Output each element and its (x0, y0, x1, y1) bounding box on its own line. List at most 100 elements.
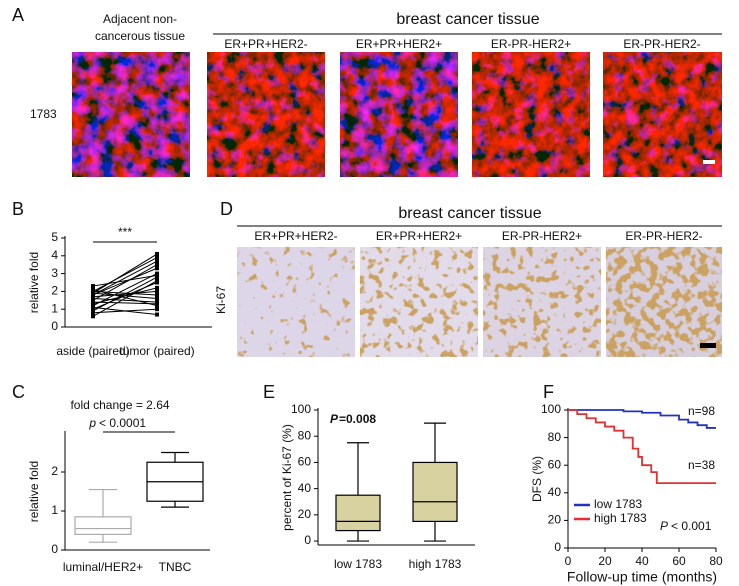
y-tick-label: 3 (51, 266, 58, 280)
annotation: P (660, 519, 668, 533)
fluorescence-image (340, 52, 458, 177)
panel-letter: C (12, 382, 25, 402)
ihc-stain (483, 247, 601, 357)
legend-label: low 1783 (594, 497, 642, 511)
scale-bar (700, 343, 716, 348)
x-tick-label: luminal/HER2+ (63, 560, 143, 574)
point (155, 312, 159, 317)
pair-line (92, 289, 158, 307)
x-tick-label: high 1783 (409, 557, 462, 571)
fluorescence-image (207, 52, 325, 177)
ihc-stain (360, 247, 478, 357)
x-tick-label: 60 (672, 554, 686, 568)
subtype-label: ER-PR-HER2- (623, 37, 700, 51)
y-tick-label: 40 (548, 485, 562, 499)
x-tick-label: aside (paired) (56, 344, 129, 358)
annotation: P (330, 412, 339, 426)
pair-line (92, 257, 158, 292)
annotation: < 0.001 (671, 519, 712, 533)
y-tick-label: 60 (298, 455, 312, 469)
point (91, 287, 95, 292)
x-tick-label: 0 (565, 554, 572, 568)
panel-letter: E (263, 382, 275, 402)
point (91, 314, 95, 319)
legend-label: high 1783 (594, 511, 647, 525)
y-axis-label: relative fold (27, 252, 41, 313)
point (91, 292, 95, 297)
annotation: < 0.0001 (99, 416, 146, 430)
point (155, 280, 159, 285)
y-tick-label: 4 (51, 248, 58, 262)
control-label: cancerous tissue (95, 29, 185, 43)
pair-line (92, 267, 158, 296)
y-tick-label: 40 (298, 481, 312, 495)
point (155, 259, 159, 264)
point (155, 266, 159, 271)
pair-line (92, 290, 158, 298)
point (91, 300, 95, 305)
y-tick-label: 0 (51, 542, 58, 556)
subtype-label: ER+PR+HER2- (224, 37, 307, 51)
survival-curve (568, 409, 716, 429)
panel-letter: D (220, 199, 233, 219)
pair-line (92, 306, 158, 316)
scale-bar (703, 160, 715, 164)
annotation: n=38 (688, 458, 715, 472)
fluorescence-image (603, 52, 722, 177)
y-axis-label: relative fold (27, 461, 41, 522)
point (155, 303, 159, 308)
point (155, 255, 159, 260)
point (91, 310, 95, 315)
annotation: *** (118, 225, 132, 239)
y-axis-label: DFS (%) (530, 456, 544, 502)
box (412, 461, 458, 523)
fluorescence-image (472, 52, 590, 177)
annotation: =0.008 (339, 412, 376, 426)
ihc-stain (237, 247, 355, 357)
y-tick-label: 1 (51, 301, 58, 315)
y-tick-label: 0 (554, 540, 561, 554)
pair-line (92, 260, 158, 296)
pair-line (92, 253, 158, 294)
box (74, 516, 132, 535)
point (155, 289, 159, 294)
y-tick-label: 1 (51, 503, 58, 517)
point (91, 296, 95, 301)
group-title: breast cancer tissue (398, 205, 541, 222)
pair-line (92, 273, 158, 307)
point (155, 252, 159, 257)
point (91, 305, 95, 310)
charts: B 0 1 2 3 4 5 aside (paired)tumor (paired) relat… (12, 199, 723, 585)
subtype-label: ER-PR-HER2+ (491, 37, 571, 51)
y-tick-label: 100 (291, 402, 311, 416)
x-tick-label: TNBC (159, 560, 192, 574)
fluorescence-image (72, 52, 190, 177)
panel-letter: B (12, 199, 24, 219)
point (155, 262, 159, 267)
y-tick-label: 0 (51, 319, 58, 333)
y-tick-label: 2 (51, 464, 58, 478)
x-tick-label: 40 (635, 554, 649, 568)
annotation: fold change = 2.64 (70, 398, 169, 412)
row-label: Ki-67 (214, 286, 228, 314)
box (335, 494, 381, 532)
subtype-label: ER+PR+HER2- (254, 229, 337, 243)
control-label: Adjacent non- (103, 12, 177, 26)
x-tick-label: low 1783 (334, 557, 382, 571)
point (155, 296, 159, 301)
y-tick-label: 20 (548, 513, 562, 527)
pair-line (92, 274, 158, 287)
survival-curve (568, 409, 716, 485)
point (155, 273, 159, 278)
subtype-label: ER-PR-HER2- (625, 229, 702, 243)
point (155, 285, 159, 290)
x-tick-label: 80 (709, 554, 723, 568)
y-tick-label: 80 (548, 430, 562, 444)
row-label: 1783 (30, 107, 57, 121)
y-tick-label: 100 (541, 402, 561, 416)
ihc-stain (606, 247, 722, 357)
point (155, 292, 159, 297)
subtype-label: ER+PR+HER2+ (376, 229, 462, 243)
panel-letter: F (543, 382, 554, 402)
x-axis-label: Follow-up time (months) (567, 569, 717, 585)
